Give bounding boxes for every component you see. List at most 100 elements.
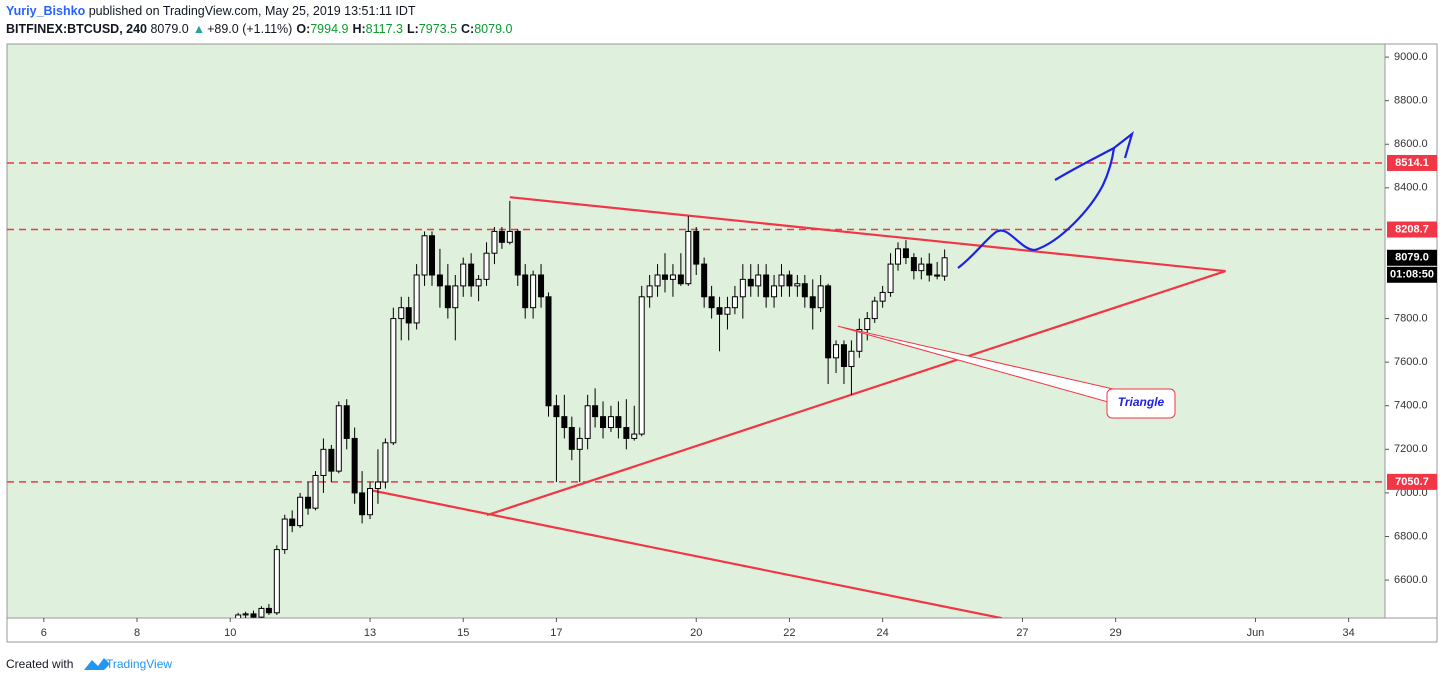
candle-body — [413, 274, 420, 324]
candle-body — [607, 416, 614, 429]
candle-body — [429, 235, 436, 276]
x-tick-label: Jun — [1247, 627, 1265, 639]
candle-body — [934, 274, 941, 277]
candle-body — [600, 416, 607, 429]
candle-body — [444, 285, 451, 309]
candle-body — [491, 230, 498, 254]
x-tick-label: 24 — [877, 627, 889, 639]
y-tick-label: 9000.0 — [1394, 51, 1428, 63]
candle-body — [421, 235, 428, 276]
last-price-label: 8079.0 — [1395, 252, 1429, 264]
price-label-bg — [1387, 221, 1437, 238]
candle-body — [739, 278, 746, 298]
x-tick-label: 6 — [41, 627, 47, 639]
y-tick-label: 8600.0 — [1394, 138, 1428, 150]
candle-body — [281, 518, 288, 551]
candle-body — [879, 291, 886, 302]
x-tick-label: 29 — [1110, 627, 1122, 639]
candle-body — [545, 296, 552, 407]
candle-body — [258, 607, 265, 618]
logo — [84, 658, 110, 670]
x-tick-label: 22 — [783, 627, 795, 639]
candle-body — [809, 296, 816, 309]
candle-body — [755, 274, 762, 287]
trendline — [486, 270, 1226, 517]
price-label: 8208.7 — [1395, 223, 1429, 235]
y-tick-label: 7800.0 — [1394, 312, 1428, 324]
ohlc-value: 7973.5 — [419, 22, 457, 36]
candle-body — [273, 549, 280, 614]
candle-body — [359, 492, 366, 516]
candle-body — [685, 230, 692, 285]
candle-body — [771, 285, 778, 298]
candle-body — [351, 437, 358, 494]
candle-body — [398, 307, 405, 320]
candle-body — [623, 427, 630, 439]
candle-body — [312, 474, 319, 509]
candle-body — [794, 283, 801, 287]
ohlc-label: L: — [407, 22, 419, 36]
y-tick-label: 7400.0 — [1394, 400, 1428, 412]
candle-body — [584, 405, 591, 439]
candle-body — [498, 230, 505, 243]
candle-body — [576, 437, 583, 450]
candle-body — [941, 257, 948, 277]
x-tick-label: 13 — [364, 627, 376, 639]
change: +89.0 (+1.11%) — [207, 22, 292, 36]
ohlc-value: 8079.0 — [474, 22, 512, 36]
candle-body — [452, 285, 459, 309]
countdown-bg — [1387, 266, 1437, 283]
last: 8079.0 — [150, 22, 188, 36]
y-tick-label: 7200.0 — [1394, 443, 1428, 455]
candle-body — [833, 344, 840, 359]
ohlc-value: 8117.3 — [366, 22, 403, 36]
candle-body — [250, 613, 257, 618]
candle-body — [289, 518, 296, 527]
x-tick-label: 10 — [224, 627, 236, 639]
candle-body — [724, 307, 731, 315]
countdown: 01:08:50 — [1390, 269, 1434, 281]
price-label: 7050.7 — [1395, 476, 1429, 488]
symbol: BITFINEX:BTCUSD, 240 — [6, 22, 147, 36]
hand-drawing — [1054, 131, 1135, 181]
candle-body — [475, 278, 482, 287]
candle-body — [343, 405, 350, 439]
candle-body — [926, 263, 933, 276]
candle-body — [662, 274, 669, 280]
candle-body — [506, 230, 513, 243]
candle-body — [367, 488, 374, 516]
candle-body — [716, 307, 723, 315]
candle-body — [615, 416, 622, 429]
candle-body — [305, 496, 312, 509]
time-axis — [6, 617, 1438, 643]
hand-drawing — [957, 147, 1116, 269]
candle-body — [848, 350, 855, 368]
trendline — [369, 489, 1003, 618]
candle-body — [669, 274, 676, 280]
candle-body — [763, 274, 770, 298]
candle-body — [553, 405, 560, 418]
candle-body — [708, 296, 715, 309]
candle-body — [778, 274, 785, 287]
y-tick-label: 8400.0 — [1394, 182, 1428, 194]
plot-area — [6, 43, 1386, 619]
candle-body — [786, 274, 793, 287]
candle-body — [654, 274, 661, 287]
candle-body — [918, 263, 925, 272]
y-tick-label: 7600.0 — [1394, 356, 1428, 368]
published: published on TradingView.com, May 25, 20… — [89, 4, 416, 18]
candle-body — [840, 344, 847, 368]
candle-body — [902, 248, 909, 259]
y-tick-label: 6800.0 — [1394, 530, 1428, 542]
candle-body — [382, 442, 389, 483]
candle-body — [390, 318, 397, 444]
candle-body — [335, 405, 342, 472]
candle-body — [468, 263, 475, 287]
x-tick-label: 20 — [690, 627, 702, 639]
x-tick-label: 27 — [1016, 627, 1028, 639]
ohlc-label: O: — [296, 22, 310, 36]
candle-body — [817, 285, 824, 309]
candle-body — [801, 283, 808, 298]
candle-body — [895, 248, 902, 265]
